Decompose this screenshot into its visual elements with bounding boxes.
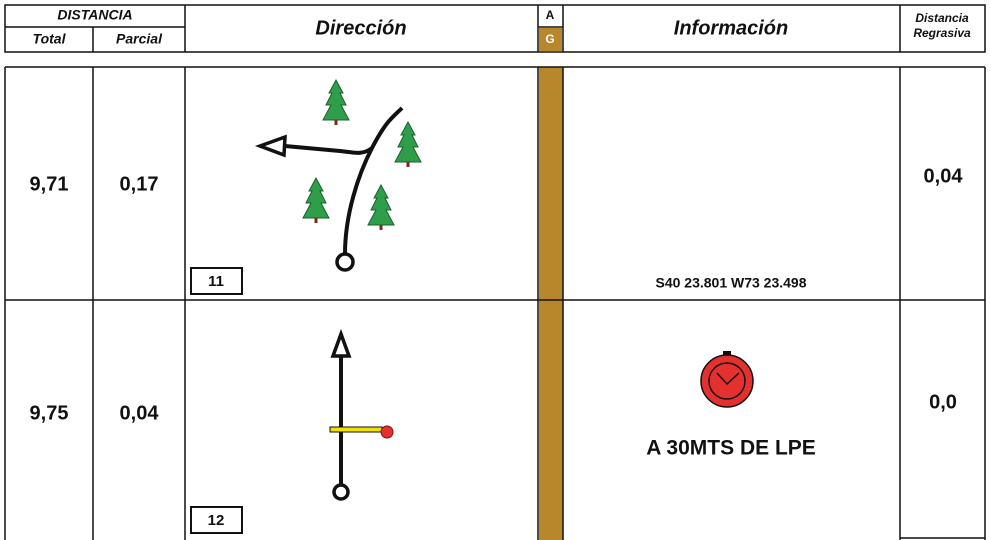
tree (394, 121, 422, 168)
clock-icon (700, 351, 754, 408)
regresiva: 0,0 (929, 391, 957, 413)
regresiva: Distancia (915, 11, 969, 25)
distancia: DISTANCIA (57, 7, 132, 23)
total: 9,75 (30, 402, 69, 424)
arrow (330, 328, 352, 358)
start (332, 483, 350, 501)
box (190, 506, 243, 534)
body-grid (4, 66, 986, 540)
route (343, 106, 404, 255)
box (190, 267, 243, 295)
informacion: Información (674, 17, 788, 39)
arrow (254, 134, 287, 158)
total: Total (33, 31, 67, 47)
g-label: G (545, 32, 554, 46)
row-2: 9,75 0,04 12 A 30MTS DE LPE 0,0 (30, 328, 957, 534)
box-number: 11 (208, 273, 224, 290)
route-branch (284, 144, 374, 155)
header-border (4, 4, 986, 53)
clock-knob (723, 351, 731, 356)
parcial: 0,17 (120, 173, 159, 195)
row-1: 9,71 0,17 11 S40 23.801 W73 23.498 0,04 (30, 79, 964, 295)
parcial: 0,04 (120, 402, 160, 424)
header: DISTANCIA Total Parcial Dirección A G In… (4, 4, 986, 53)
info: S40 23.801 W73 23.498 (655, 275, 806, 291)
clock-face (708, 362, 746, 400)
parcial: Parcial (116, 31, 163, 47)
clock-hands (716, 372, 740, 386)
a-label: A (546, 8, 555, 22)
ag-column (539, 67, 563, 540)
tree (322, 79, 350, 126)
clock-small (380, 425, 394, 439)
total: 9,71 (30, 173, 69, 195)
info: A 30MTS DE LPE (646, 437, 816, 460)
side-bar (329, 426, 383, 433)
tree (302, 177, 330, 224)
regresiva: 0,04 (924, 165, 964, 187)
tree (367, 184, 395, 231)
g-cell (539, 28, 562, 51)
direccion: Dirección (315, 17, 406, 39)
start (335, 252, 355, 272)
box-number: 12 (208, 512, 225, 529)
regresiva: Regrasiva (913, 26, 971, 40)
